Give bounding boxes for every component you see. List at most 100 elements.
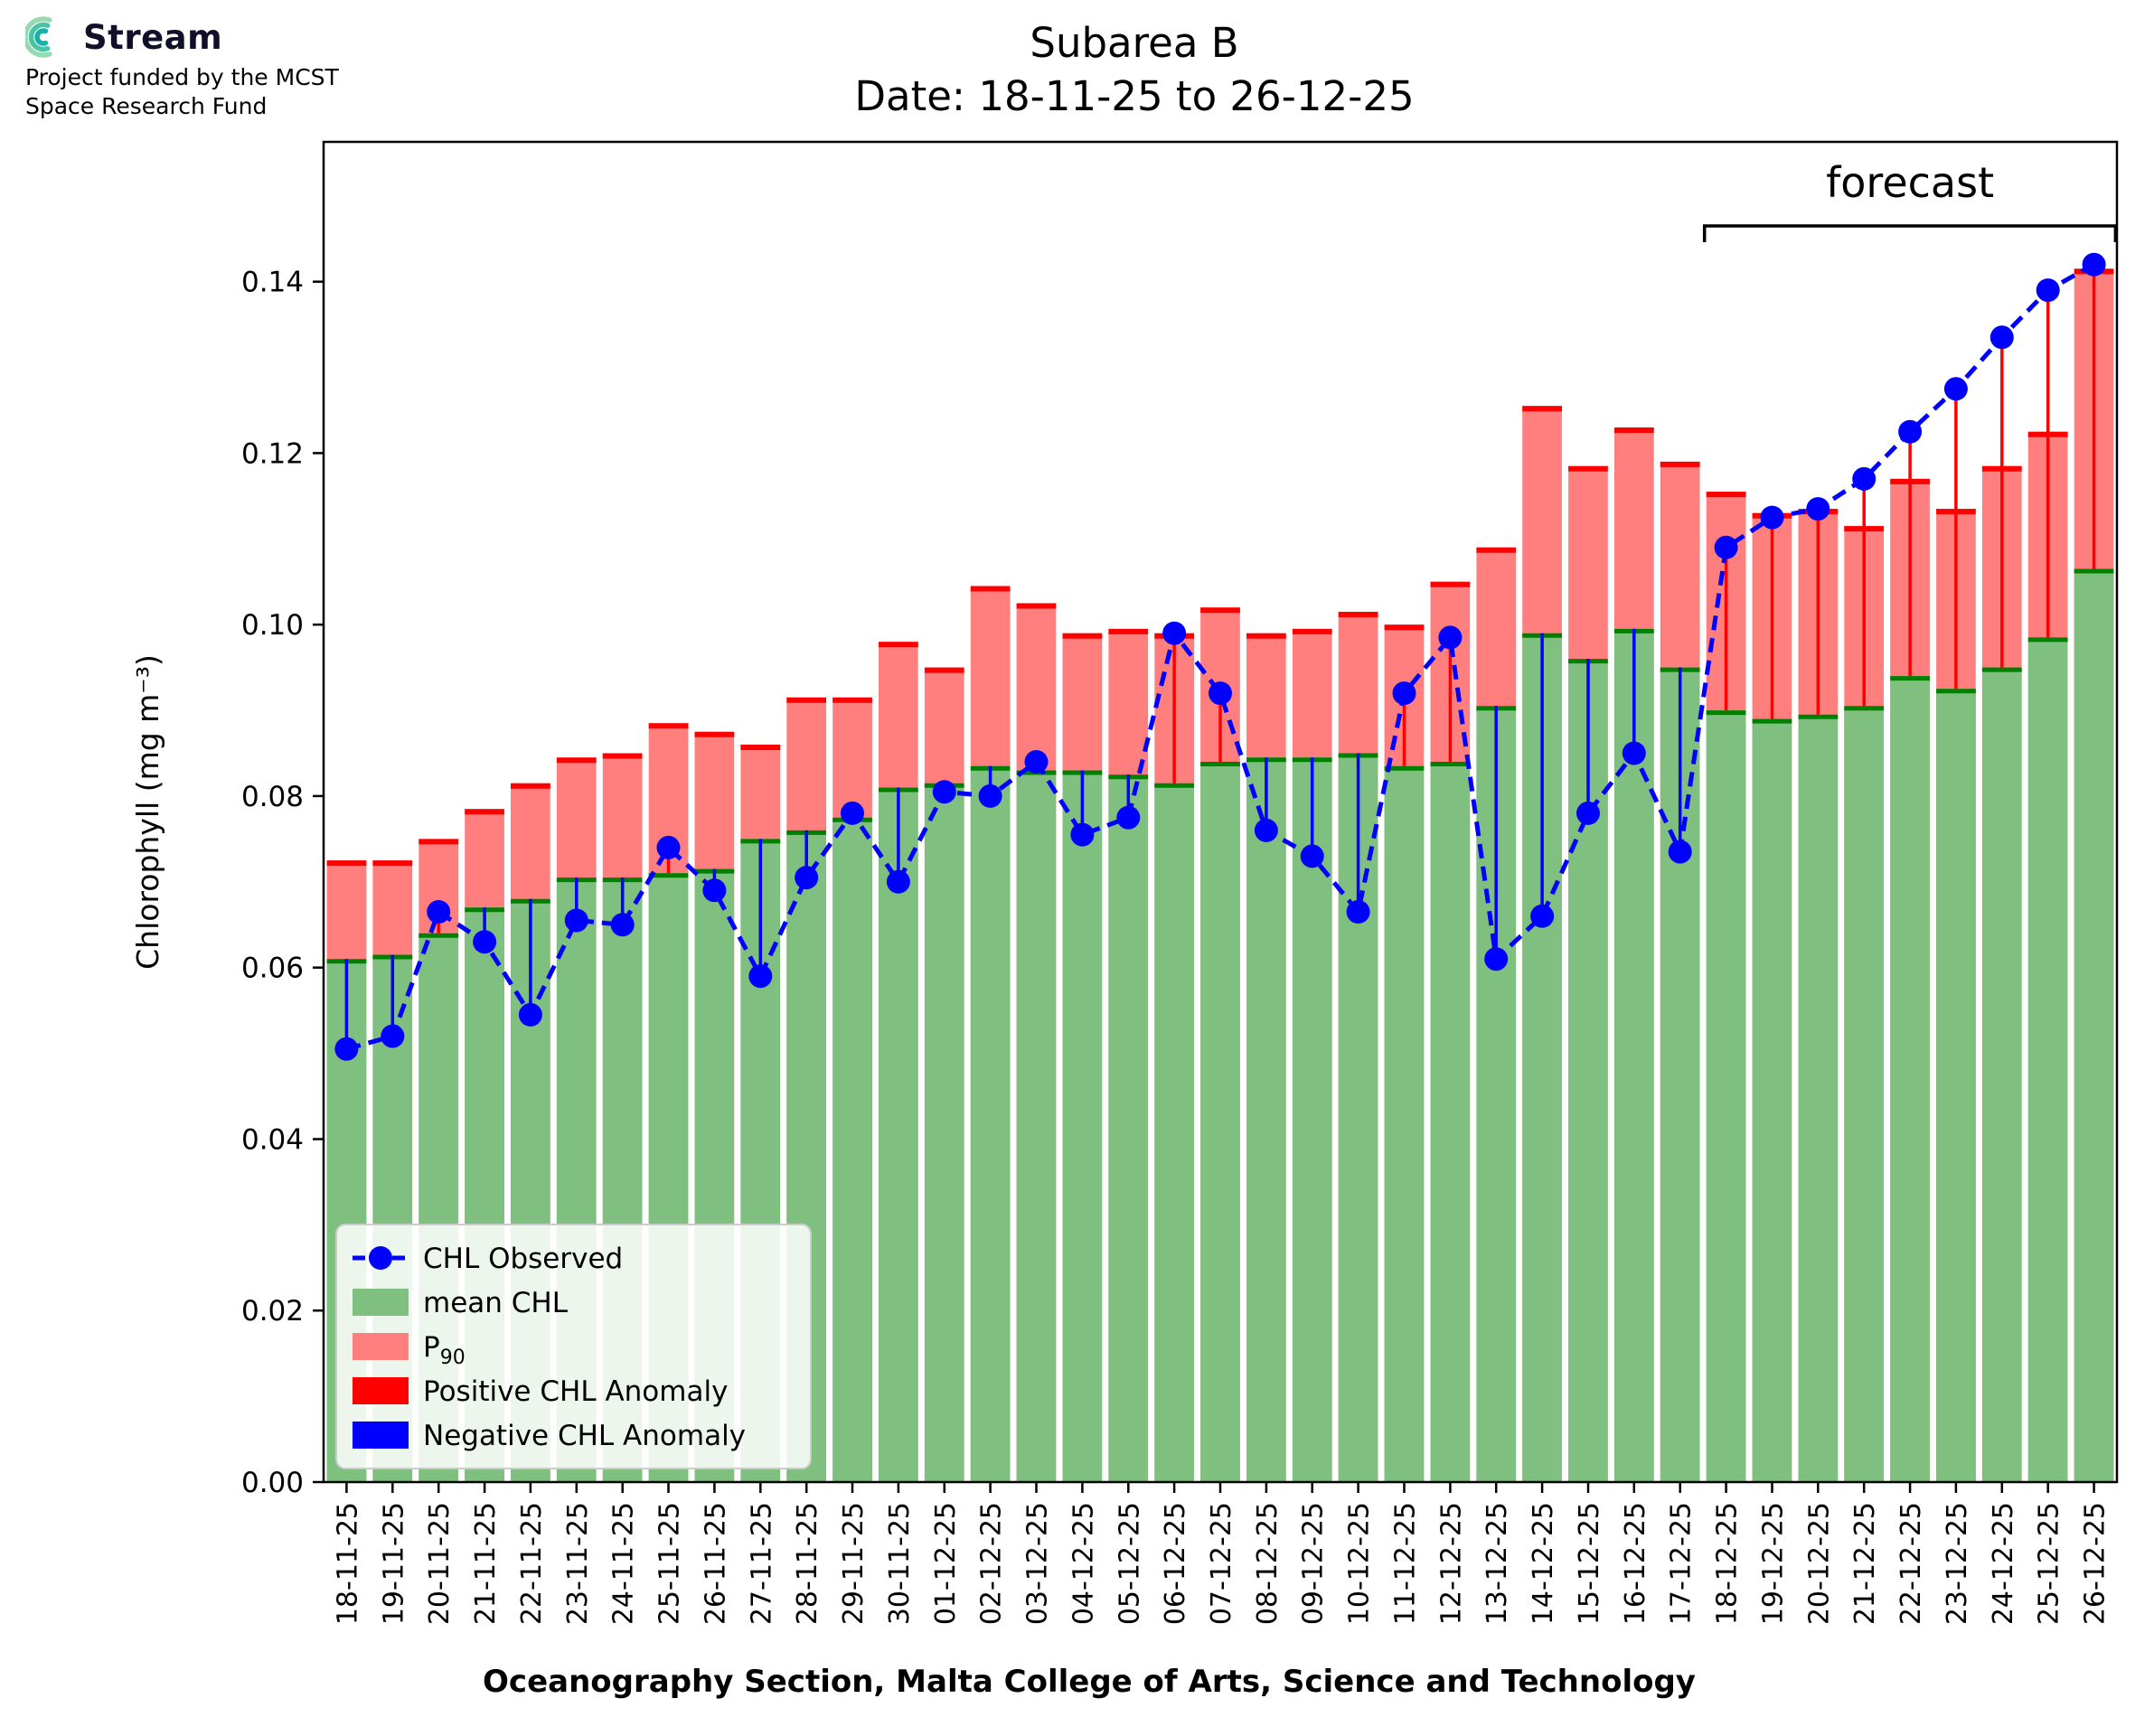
x-axis-label: Oceanography Section, Malta College of A…: [483, 1664, 1696, 1700]
x-tick-label: 18-12-25: [1712, 1502, 1744, 1625]
mean-chl-bar: [1844, 706, 1884, 1482]
mean-chl-bar: [1706, 710, 1746, 1482]
axes: 0.00 0.02 0.04 0.06 0.08 0.10 0.12 0.14 18-11-25…: [130, 140, 2119, 1700]
x-tick-label: 21-11-25: [470, 1502, 502, 1625]
observed-marker: [1806, 497, 1830, 521]
x-tick-label: 19-11-25: [378, 1502, 409, 1625]
x-tick-label: 03-12-25: [1022, 1502, 1054, 1625]
x-tick-label: 26-11-25: [700, 1502, 731, 1625]
funding-line2: Space Research Fund: [25, 93, 268, 119]
observed-marker: [748, 964, 773, 989]
x-tick-label: 23-12-25: [1942, 1502, 1973, 1625]
forecast-bracket: [1702, 224, 2118, 242]
mean-chl-bar: [2027, 637, 2068, 1482]
observed-marker: [1162, 621, 1187, 645]
x-tick-label: 19-12-25: [1758, 1502, 1790, 1625]
legend-observed-marker: [369, 1246, 392, 1270]
x-tick-label: 11-12-25: [1390, 1502, 1422, 1625]
observed-marker: [1024, 750, 1049, 774]
x-tick-label: 24-12-25: [1988, 1502, 2019, 1625]
x-tick-label: 30-11-25: [884, 1502, 916, 1625]
y-tick-label: 0.04: [241, 1124, 304, 1157]
observed-marker: [1760, 505, 1784, 530]
mean-chl-bar: [1798, 714, 1839, 1482]
y-tick-label: 0.12: [241, 437, 304, 470]
observed-marker: [518, 1002, 542, 1027]
legend-label: CHL Observed: [423, 1243, 623, 1275]
x-tick-label: 24-11-25: [608, 1502, 640, 1625]
chart-title: Subarea B Date: 18-11-25 to 26-12-25: [854, 16, 1414, 124]
observed-marker: [1852, 466, 1877, 491]
observed-marker: [1209, 681, 1232, 706]
observed-marker: [978, 784, 1002, 808]
mean-chl-bar: [1246, 757, 1286, 1482]
observed-marker: [473, 930, 497, 954]
x-tick-label: 13-12-25: [1481, 1502, 1513, 1625]
y-tick-label: 0.14: [241, 267, 304, 299]
legend-label: mean CHL: [423, 1287, 569, 1319]
observed-marker: [656, 835, 681, 859]
mean-chl-bar: [1292, 757, 1332, 1482]
chart-title-line2: Date: 18-11-25 to 26-12-25: [854, 72, 1415, 121]
mean-chl-bar: [1384, 765, 1425, 1482]
x-tick-label: 20-11-25: [424, 1502, 456, 1625]
observed-marker: [1070, 822, 1095, 847]
observed-marker: [610, 913, 635, 937]
funding-note: Project funded by the MCST Space Researc…: [25, 63, 339, 121]
observed-marker: [886, 869, 910, 894]
legend-patch-pos_anomaly: [353, 1377, 409, 1404]
observed-marker: [1714, 535, 1738, 559]
y-tick-label: 0.02: [241, 1295, 304, 1328]
mean-chl-bar: [879, 787, 918, 1482]
mean-chl-bar: [1016, 770, 1057, 1482]
observed-marker: [1622, 741, 1646, 765]
observed-marker: [1898, 419, 1923, 444]
x-tick-label: 22-12-25: [1895, 1502, 1927, 1625]
y-tick-label: 0.06: [241, 952, 304, 985]
legend-patch-neg_anomaly: [353, 1422, 409, 1449]
y-tick-label: 0.00: [241, 1467, 304, 1499]
forecast-label: forecast: [1826, 158, 1994, 207]
funding-line1: Project funded by the MCST: [25, 64, 339, 90]
x-tick-label: 06-12-25: [1160, 1502, 1191, 1625]
x-tick-label: 12-12-25: [1435, 1502, 1467, 1625]
observed-marker: [841, 801, 864, 825]
x-tick-label: 25-11-25: [654, 1502, 686, 1625]
observed-marker: [427, 900, 451, 924]
x-tick-label: 08-12-25: [1252, 1502, 1284, 1625]
mean-chl-bar: [1752, 718, 1792, 1482]
mean-chl-bar: [1062, 770, 1103, 1482]
brand-name: Stream: [83, 17, 223, 57]
y-tick-label: 0.10: [241, 609, 304, 642]
observed-marker: [1300, 844, 1324, 868]
chl-observed-line: [345, 262, 2095, 1052]
legend-label: Positive CHL Anomaly: [423, 1375, 728, 1408]
anomaly-layer: [344, 264, 2096, 1049]
mean-chl-bar: [970, 765, 1011, 1482]
legend-patch-p90_fill: [353, 1333, 409, 1360]
x-tick-label: 05-12-25: [1114, 1502, 1145, 1625]
observed-marker: [1668, 840, 1692, 864]
observed-marker: [1530, 904, 1555, 928]
observed-marker: [1438, 625, 1463, 650]
mean-chl-bar: [924, 783, 964, 1482]
mean-chl-bar: [1154, 783, 1194, 1482]
observed-marker: [1484, 947, 1509, 971]
observed-marker: [1989, 325, 2014, 350]
x-tick-label: 17-12-25: [1666, 1502, 1698, 1625]
observed-marker: [1346, 900, 1370, 924]
x-tick-label: 29-11-25: [838, 1502, 870, 1625]
x-tick-label: 28-11-25: [792, 1502, 823, 1625]
observed-markers: [334, 252, 2106, 1061]
observed-marker: [1943, 377, 1968, 401]
x-tick-label: 14-12-25: [1528, 1502, 1559, 1625]
mean-chl-bar: [1108, 774, 1149, 1482]
x-tick-label: 07-12-25: [1206, 1502, 1237, 1625]
observed-marker: [334, 1037, 359, 1061]
chart-title-line1: Subarea B: [1030, 19, 1239, 67]
x-tick-label: 25-12-25: [2034, 1502, 2065, 1625]
observed-marker: [381, 1024, 405, 1048]
x-tick-label: 02-12-25: [976, 1502, 1008, 1625]
